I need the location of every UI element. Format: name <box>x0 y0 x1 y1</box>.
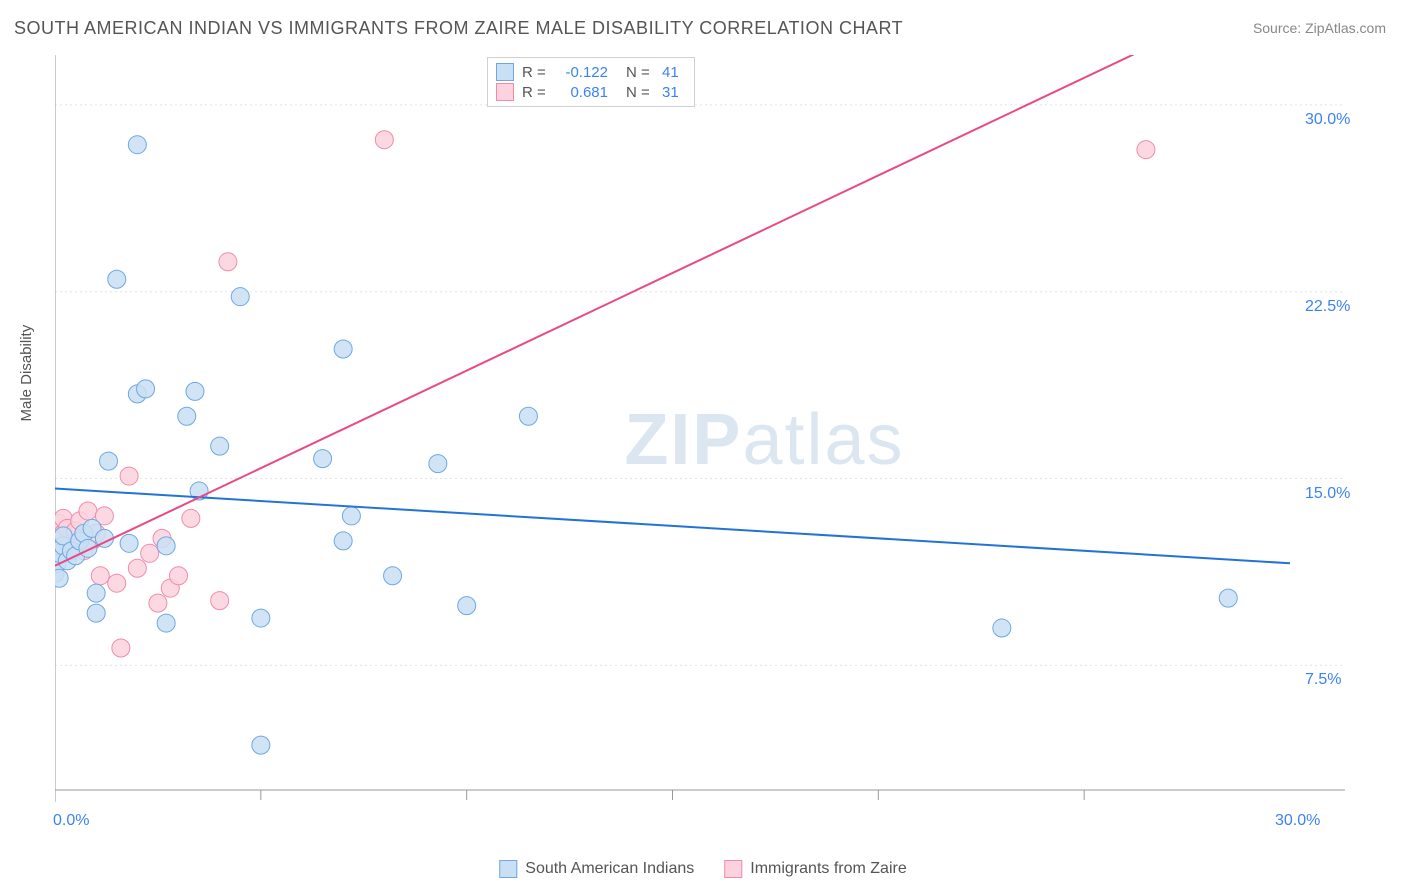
legend-item-series-a: South American Indians <box>499 860 694 878</box>
n-label: N = <box>626 84 654 101</box>
r-label: R = <box>522 84 550 101</box>
y-tick-label: 22.5% <box>1305 298 1350 316</box>
n-label: N = <box>626 64 654 81</box>
legend-row-series-a: R = -0.122 N = 41 <box>496 62 686 82</box>
r-label: R = <box>522 64 550 81</box>
y-axis-label: Male Disability <box>18 325 35 422</box>
series-legend: South American Indians Immigrants from Z… <box>499 860 906 878</box>
swatch-series-b <box>724 860 742 878</box>
swatch-series-a <box>499 860 517 878</box>
n-value-b: 31 <box>662 84 686 101</box>
legend-row-series-b: R = 0.681 N = 31 <box>496 82 686 102</box>
correlation-legend: R = -0.122 N = 41 R = 0.681 N = 31 <box>487 57 695 107</box>
n-value-a: 41 <box>662 64 686 81</box>
r-value-b: 0.681 <box>558 84 608 101</box>
y-tick-label: 15.0% <box>1305 485 1350 503</box>
y-tick-label: 7.5% <box>1305 671 1341 689</box>
swatch-series-a <box>496 63 514 81</box>
y-tick-label: 30.0% <box>1305 111 1350 129</box>
swatch-series-b <box>496 83 514 101</box>
series-b-name: Immigrants from Zaire <box>750 860 906 878</box>
x-tick-label: 30.0% <box>1275 812 1320 830</box>
legend-item-series-b: Immigrants from Zaire <box>724 860 906 878</box>
plot-area: ZIPatlas <box>55 55 1345 825</box>
x-tick-label: 0.0% <box>53 812 89 830</box>
r-value-a: -0.122 <box>558 64 608 81</box>
series-a-name: South American Indians <box>525 860 694 878</box>
chart-title: SOUTH AMERICAN INDIAN VS IMMIGRANTS FROM… <box>14 18 903 39</box>
source-attribution: Source: ZipAtlas.com <box>1253 20 1386 36</box>
scatter-chart-svg <box>55 55 1345 825</box>
